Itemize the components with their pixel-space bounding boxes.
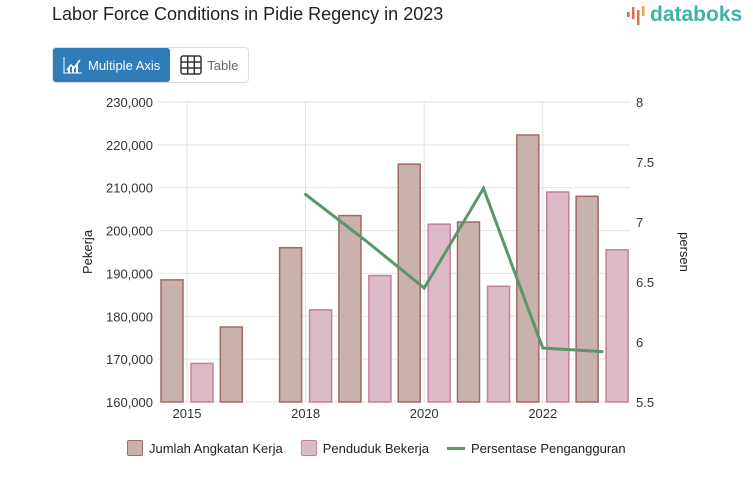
y-axis-label: Pekerja <box>80 229 95 274</box>
bar-penduduk-bekerja <box>546 191 570 403</box>
bar-angkatan-kerja <box>575 195 599 403</box>
legend-swatch <box>127 440 143 456</box>
chart-icon <box>63 57 82 74</box>
bar-penduduk-bekerja <box>308 309 333 403</box>
y-tick-label: 190,000 <box>106 266 153 281</box>
x-tick-label: 2022 <box>528 406 557 421</box>
databoks-logo[interactable]: databoks <box>626 3 742 27</box>
line-point <box>600 350 604 354</box>
y-tick-label: 180,000 <box>106 309 153 324</box>
bar-angkatan-kerja <box>219 326 244 403</box>
x-tick-label: 2018 <box>291 406 320 421</box>
bar-angkatan-kerja <box>456 221 481 403</box>
table-icon <box>180 55 202 75</box>
legend-item-penduduk-bekerja[interactable]: Penduduk Bekerja <box>300 440 429 456</box>
line-persentase-pengangguran <box>304 184 603 354</box>
bar-angkatan-kerja <box>278 246 303 403</box>
legend-item-persentase-pengangguran[interactable]: Persentase Pengangguran <box>446 440 626 456</box>
chart-title: Labor Force Conditions in Pidie Regency … <box>52 4 444 24</box>
legend-swatch <box>300 440 317 456</box>
line-point <box>363 238 367 242</box>
bar-penduduk-bekerja <box>486 285 511 403</box>
y2-tick-label: 6.5 <box>636 275 654 290</box>
logo-bars-icon <box>627 6 645 25</box>
legend-label: Persentase Pengangguran <box>470 440 626 456</box>
line-point <box>422 286 426 290</box>
legend: Jumlah Angkatan Kerja Penduduk Bekerja P… <box>127 440 626 456</box>
bar-penduduk-bekerja <box>368 274 392 403</box>
y2-axis-label: persen <box>677 232 692 272</box>
line-point <box>304 192 308 196</box>
tab-table[interactable]: Table <box>170 48 248 82</box>
bar-angkatan-kerja <box>516 134 540 403</box>
logo-text: databoks <box>650 3 743 26</box>
y2-tick-label: 7 <box>636 215 643 230</box>
tab-label: Multiple Axis <box>88 57 161 73</box>
bar-angkatan-kerja <box>160 279 184 403</box>
bar-penduduk-bekerja <box>190 362 214 403</box>
y-tick-label: 210,000 <box>106 181 153 196</box>
y2-tick-label: 7.5 <box>636 155 654 170</box>
view-tabs: Multiple Axis Table <box>52 47 250 83</box>
tab-multiple-axis[interactable]: Multiple Axis <box>53 48 171 82</box>
tab-label: Table <box>207 57 239 73</box>
y2-tick-label: 5.5 <box>636 395 654 410</box>
legend-line <box>446 446 465 450</box>
line-point <box>541 346 545 350</box>
y2-tick-label: 6 <box>636 335 643 350</box>
y2-tick-label: 8 <box>636 95 643 110</box>
y-tick-label: 220,000 <box>106 138 153 153</box>
bar-angkatan-kerja <box>338 214 362 403</box>
legend-label: Penduduk Bekerja <box>322 440 429 456</box>
legend-label: Jumlah Angkatan Kerja <box>149 440 283 456</box>
y-tick-label: 170,000 <box>106 352 153 367</box>
legend-item-jumlah-angkatan-kerja[interactable]: Jumlah Angkatan Kerja <box>127 440 283 456</box>
x-tick-label: 2020 <box>410 406 439 421</box>
bar-penduduk-bekerja <box>427 223 451 403</box>
y-tick-label: 200,000 <box>106 224 153 239</box>
x-tick-label: 2015 <box>173 406 202 421</box>
bar-angkatan-kerja <box>397 163 421 403</box>
bar-penduduk-bekerja <box>605 249 629 403</box>
y-tick-label: 160,000 <box>106 395 153 410</box>
line-point <box>482 186 485 190</box>
y-tick-label: 230,000 <box>106 95 153 110</box>
